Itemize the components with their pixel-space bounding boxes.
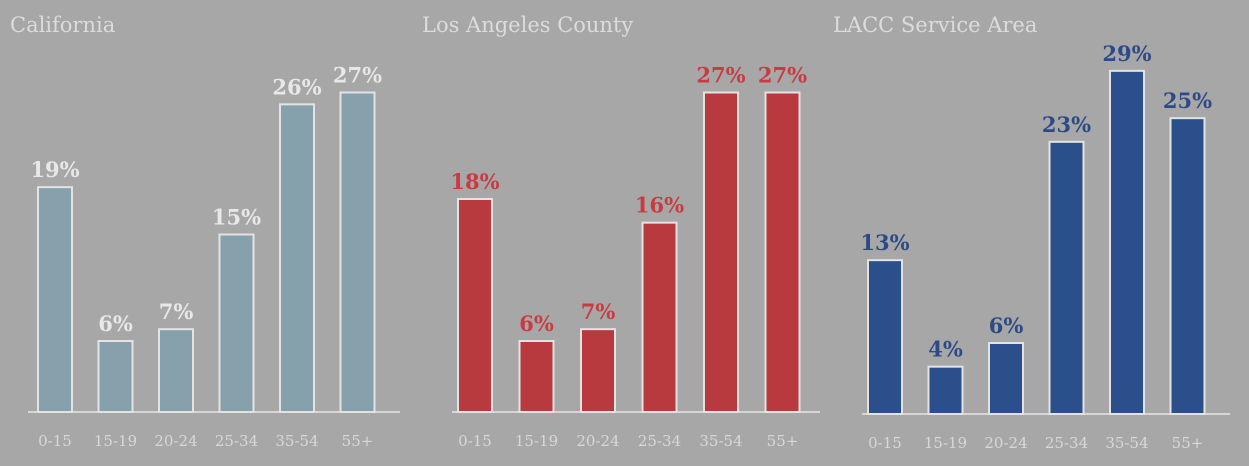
bar-55+ [339,91,376,413]
x-tick-label: 0-15 [458,432,492,450]
data-label: 13% [860,230,909,255]
data-label: 7% [581,299,616,324]
bar-25-34 [1048,140,1085,415]
x-tick-label: 15-19 [515,432,558,450]
bar-0-15 [37,186,73,413]
x-tick-label: 35-54 [1105,434,1148,452]
data-label: 6% [989,313,1024,338]
data-label: 29% [1102,41,1151,66]
data-label: 27% [333,63,382,88]
bar-15-19 [927,365,964,415]
bar-55+ [1169,117,1206,416]
x-tick-label: 0-15 [38,432,72,450]
bar-20-24 [580,328,616,413]
data-label: 6% [519,311,554,336]
chart-title: LACC Service Area [833,13,1037,37]
data-label: 7% [159,299,194,324]
x-tick-label: 15-19 [924,434,967,452]
bar-55+ [764,91,801,413]
bar-35-54 [1109,69,1145,415]
data-label: 23% [1042,112,1091,137]
data-label: 18% [450,169,499,194]
bar-0-15 [867,259,903,415]
data-label: 26% [272,74,321,99]
x-tick-label: 55+ [1172,434,1204,452]
data-label: 4% [928,337,963,362]
data-label: 16% [635,193,684,218]
bar-15-19 [518,340,555,413]
data-label: 27% [758,63,807,88]
x-tick-label: 25-34 [215,432,258,450]
bar-25-34 [641,221,678,413]
bar-15-19 [97,340,134,413]
bar-20-24 [988,342,1024,415]
data-label: 27% [696,63,745,88]
data-label: 25% [1163,88,1212,113]
data-label: 6% [98,311,133,336]
x-tick-label: 35-54 [275,432,318,450]
bar-25-34 [218,233,255,413]
bar-20-24 [158,328,194,413]
x-tick-label: 20-24 [154,432,197,450]
chart-title: Los Angeles County [422,13,633,37]
chart-title: California [10,13,115,37]
bar-35-54 [703,91,739,413]
x-tick-label: 20-24 [984,434,1027,452]
x-tick-label: 55+ [767,432,799,450]
bar-0-15 [457,198,493,413]
x-tick-label: 25-34 [638,432,681,450]
x-tick-label: 35-54 [699,432,742,450]
bar-35-54 [279,103,315,413]
data-label: 19% [30,157,79,182]
x-tick-label: 55+ [342,432,374,450]
x-tick-label: 0-15 [868,434,902,452]
data-label: 15% [212,205,261,230]
x-tick-label: 20-24 [576,432,619,450]
x-tick-label: 15-19 [94,432,137,450]
x-tick-label: 25-34 [1045,434,1088,452]
